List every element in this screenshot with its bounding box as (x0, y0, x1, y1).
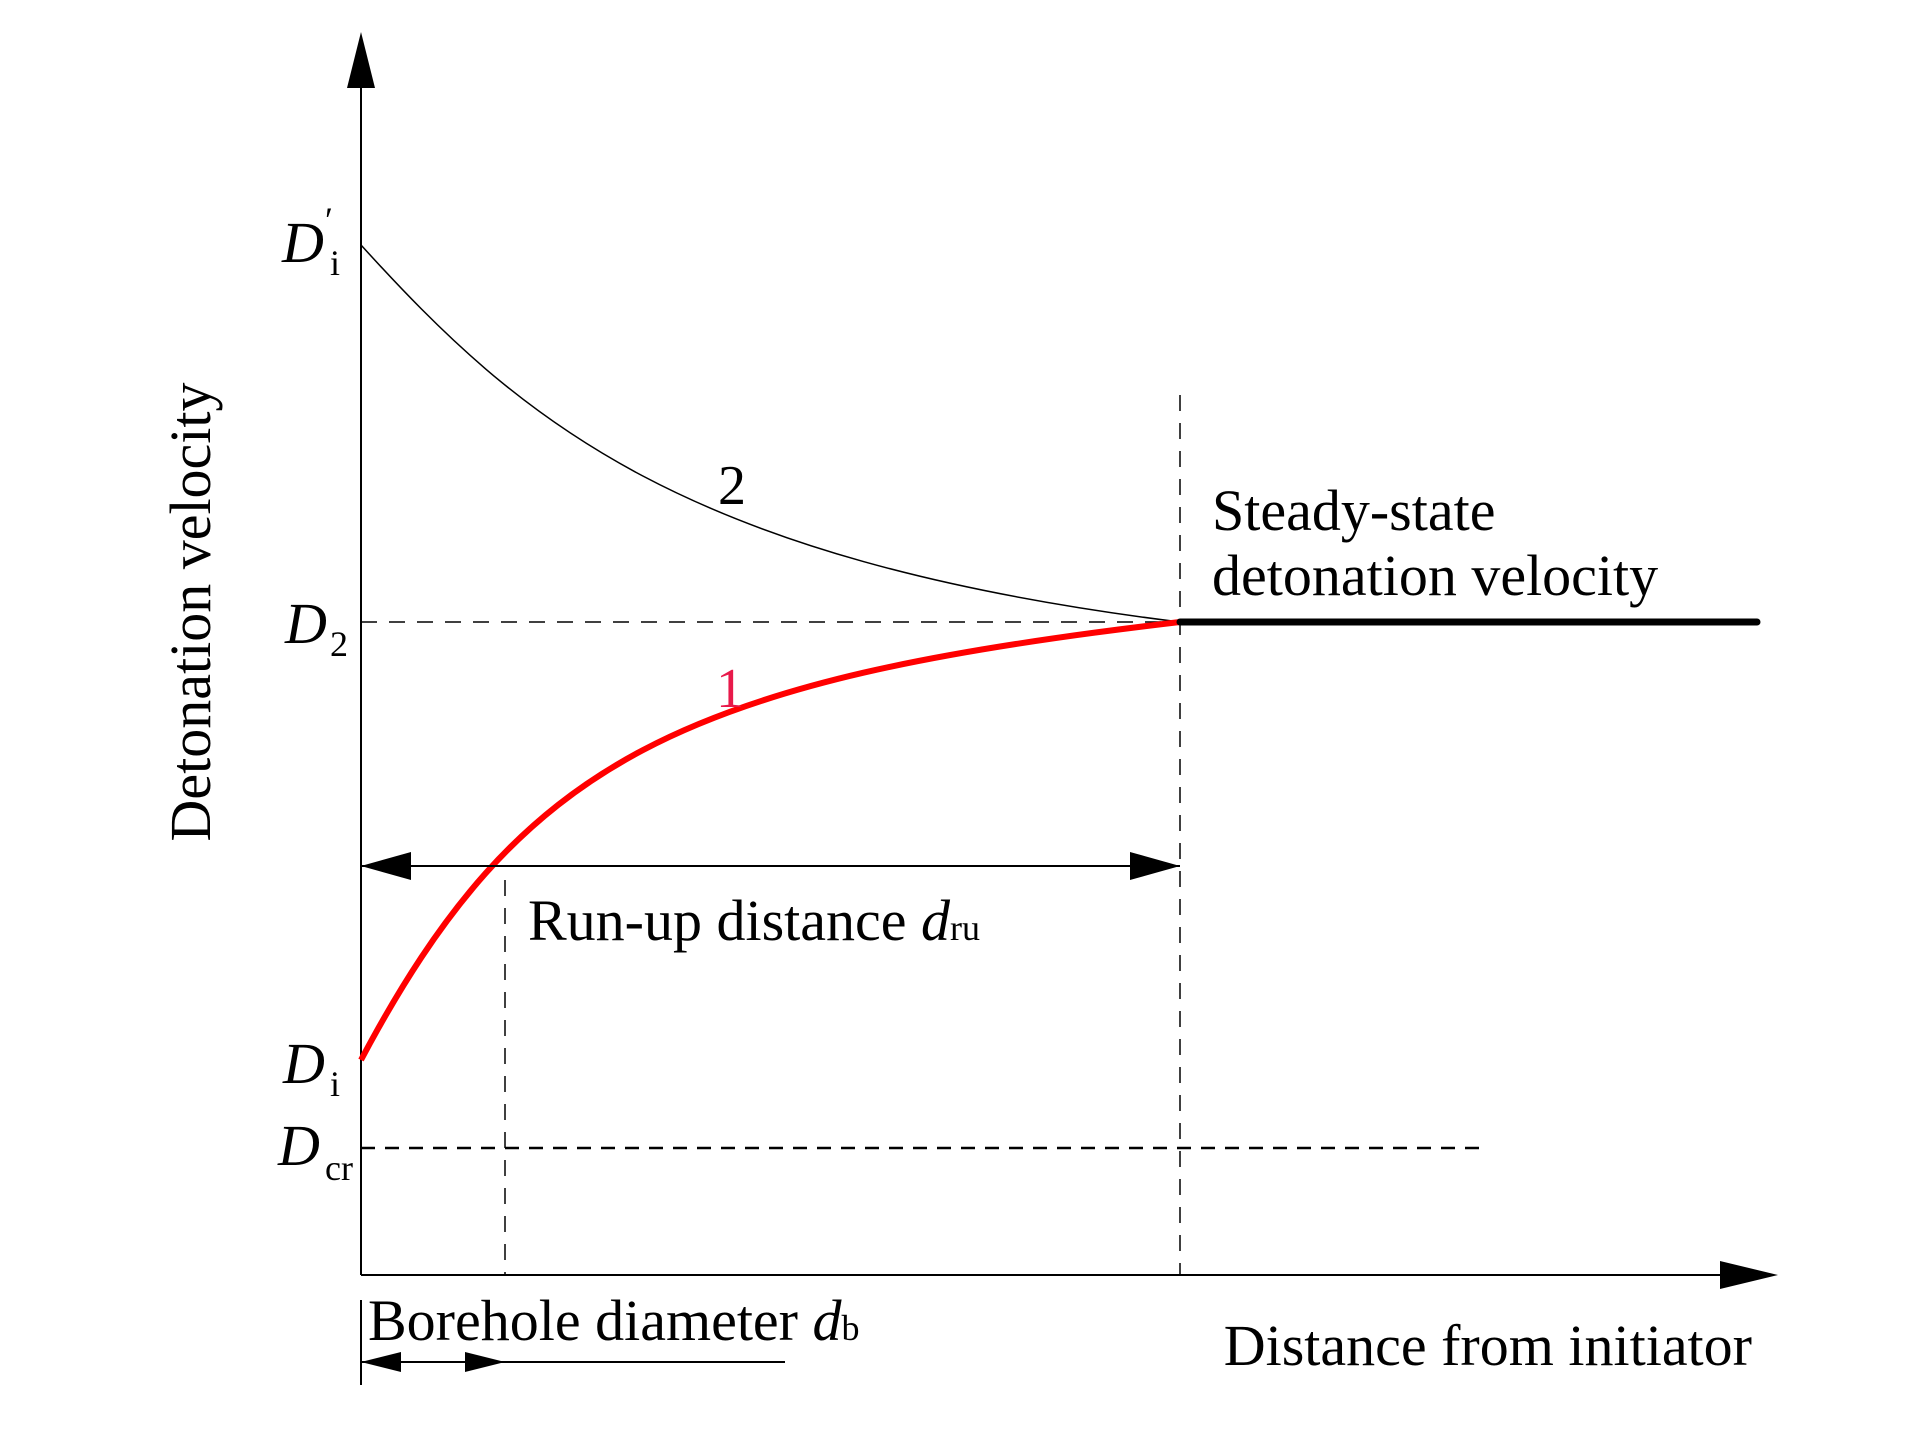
y-axis-label: Detonation velocity (158, 382, 223, 841)
steady-state-label-line2: detonation velocity (1212, 543, 1658, 608)
label-d-cr-sub: cr (325, 1148, 353, 1188)
run-up-arrow-left-head (361, 852, 411, 880)
label-d-i-prime: D (281, 210, 324, 275)
borehole-label: Borehole diameter db (368, 1288, 860, 1353)
label-d-2: D (284, 591, 327, 656)
label-d-2-sub: 2 (330, 624, 348, 664)
y-axis-arrow (347, 32, 375, 88)
curve-1-label: 1 (716, 658, 744, 720)
borehole-arrow-left-head (361, 1352, 401, 1372)
label-d-i-prime-sub: i (330, 243, 340, 283)
run-up-label-symbol: d (921, 888, 951, 953)
steady-state-label-line1: Steady-state (1212, 478, 1495, 543)
curve-2 (360, 244, 1181, 623)
run-up-label-text: Run-up distance (528, 888, 921, 953)
label-d-cr: D (277, 1113, 320, 1178)
curve-1 (358, 619, 1181, 1062)
run-up-label: Run-up distance dru (528, 888, 980, 953)
borehole-label-symbol: d (813, 1288, 843, 1353)
run-up-arrow-right-head (1130, 852, 1180, 880)
label-d-i-sub: i (330, 1064, 340, 1104)
run-up-label-sub: ru (950, 908, 980, 948)
borehole-arrow-right-head (465, 1352, 505, 1372)
x-axis-label: Distance from initiator (1224, 1313, 1752, 1378)
label-d-i-prime-mark: ′ (325, 200, 333, 240)
x-axis-arrow (1720, 1261, 1778, 1289)
curve-2-label: 2 (718, 455, 746, 517)
borehole-label-sub: b (842, 1308, 860, 1348)
label-d-i: D (282, 1031, 325, 1096)
borehole-label-text: Borehole diameter (368, 1288, 813, 1353)
